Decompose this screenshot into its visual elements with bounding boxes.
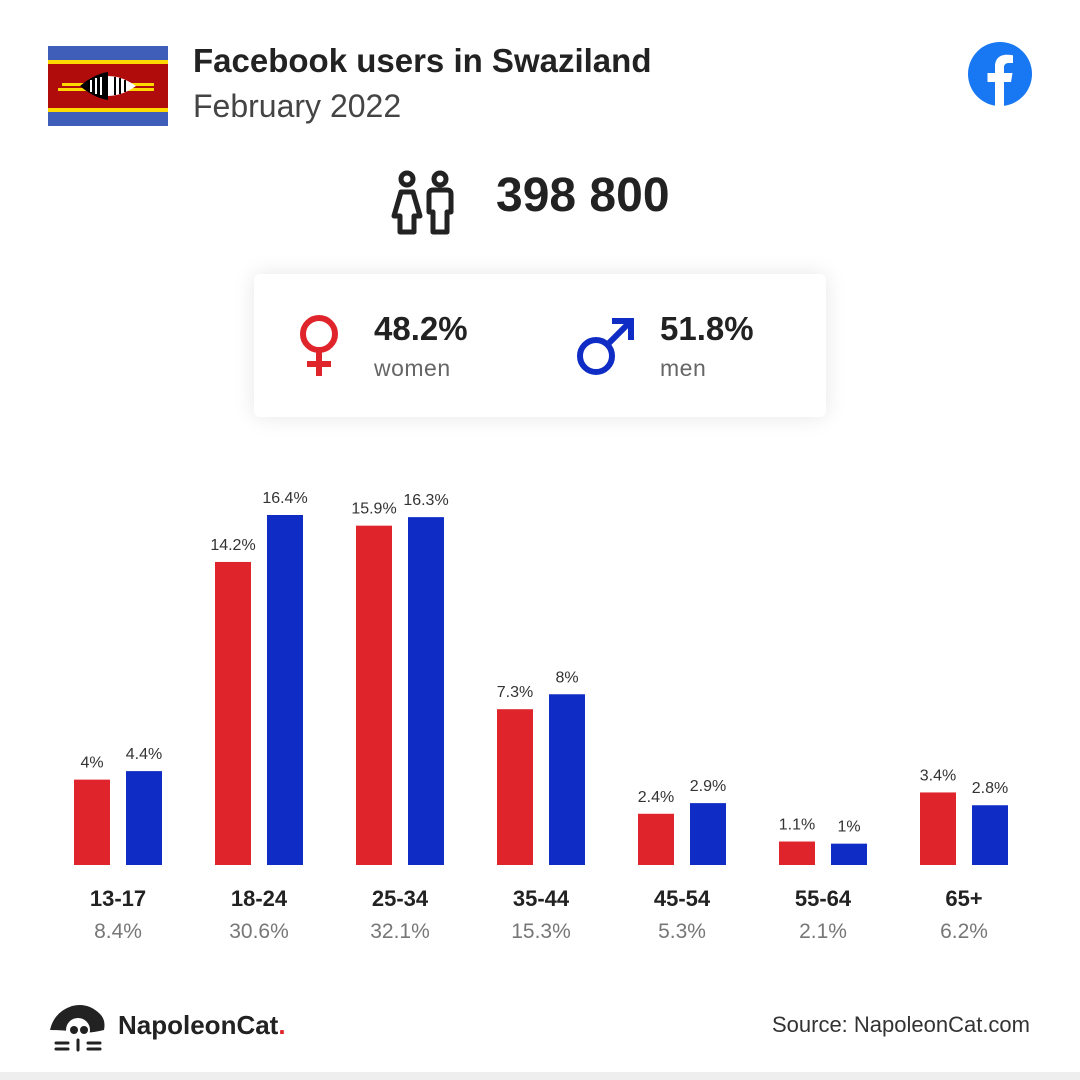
male-symbol-icon bbox=[577, 318, 634, 375]
bar-women-45-54 bbox=[638, 813, 674, 865]
napoleoncat-logo-icon bbox=[50, 1005, 105, 1052]
gender-split-card bbox=[254, 274, 826, 417]
bar-men-65+ bbox=[972, 805, 1008, 865]
total-users-value: 398 800 bbox=[496, 169, 670, 222]
bar-value-label: 16.4% bbox=[262, 490, 307, 507]
brand-dot: . bbox=[278, 1010, 286, 1040]
bar-women-18-24 bbox=[215, 561, 251, 865]
bar-value-label: 14.2% bbox=[210, 537, 255, 554]
bar-men-13-17 bbox=[126, 771, 162, 865]
bar-women-65+ bbox=[920, 792, 956, 865]
page-title: Facebook users in Swaziland bbox=[193, 42, 652, 79]
bar-value-label: 4% bbox=[80, 755, 103, 772]
age-category-label: 35-44 bbox=[513, 886, 570, 911]
source-credit: Source: NapoleonCat.com bbox=[771, 1012, 1030, 1037]
page-subtitle: February 2022 bbox=[193, 88, 402, 124]
age-total-label: 15.3% bbox=[511, 920, 571, 943]
bar-men-35-44 bbox=[549, 694, 585, 865]
age-category-label: 25-34 bbox=[372, 886, 429, 911]
bar-women-13-17 bbox=[74, 779, 110, 865]
age-total-label: 2.1% bbox=[799, 920, 847, 943]
bar-men-45-54 bbox=[690, 803, 726, 865]
age-category-label: 45-54 bbox=[654, 886, 711, 911]
age-total-label: 6.2% bbox=[940, 920, 988, 943]
bar-value-label: 15.9% bbox=[351, 501, 396, 518]
bar-women-55-64 bbox=[779, 841, 815, 865]
bottom-divider bbox=[0, 1072, 1080, 1080]
men-label: men bbox=[660, 355, 707, 381]
age-category-label: 65+ bbox=[945, 886, 982, 911]
age-total-label: 30.6% bbox=[229, 920, 289, 943]
bar-value-label: 8% bbox=[555, 669, 578, 686]
women-label: women bbox=[374, 355, 451, 381]
bar-value-label: 7.3% bbox=[497, 684, 533, 701]
brand-name-text: NapoleonCat bbox=[118, 1010, 279, 1040]
bar-women-35-44 bbox=[497, 709, 533, 865]
bar-value-label: 2.9% bbox=[690, 778, 726, 795]
age-total-label: 8.4% bbox=[94, 920, 142, 943]
people-icon bbox=[391, 170, 454, 235]
women-percentage: 48.2% bbox=[374, 310, 468, 347]
brand-name: NapoleonCat. bbox=[118, 1010, 286, 1041]
age-category-label: 13-17 bbox=[90, 886, 146, 911]
bar-value-label: 4.4% bbox=[126, 746, 162, 763]
swaziland-flag-icon bbox=[48, 46, 168, 126]
bar-value-label: 1.1% bbox=[779, 817, 815, 834]
age-total-label: 32.1% bbox=[370, 920, 430, 943]
bar-value-label: 3.4% bbox=[920, 767, 956, 784]
age-gender-bar-chart: 4% 4.4% 13-17 8.4% 14.2% 16.4% 18-24 30.6% 15.9%… bbox=[74, 490, 1008, 943]
bar-men-25-34 bbox=[408, 517, 444, 865]
age-total-label: 5.3% bbox=[658, 920, 706, 943]
bar-value-label: 1% bbox=[837, 819, 860, 836]
bar-value-label: 2.4% bbox=[638, 789, 674, 806]
bar-value-label: 2.8% bbox=[972, 780, 1008, 797]
age-category-label: 18-24 bbox=[231, 886, 288, 911]
female-symbol-icon bbox=[300, 315, 338, 376]
men-percentage: 51.8% bbox=[660, 310, 754, 347]
bar-men-55-64 bbox=[831, 843, 867, 865]
bar-value-label: 16.3% bbox=[403, 492, 448, 509]
facebook-icon bbox=[968, 42, 1032, 106]
bar-men-18-24 bbox=[267, 515, 303, 865]
bar-women-25-34 bbox=[356, 525, 392, 865]
age-category-label: 55-64 bbox=[795, 886, 852, 911]
